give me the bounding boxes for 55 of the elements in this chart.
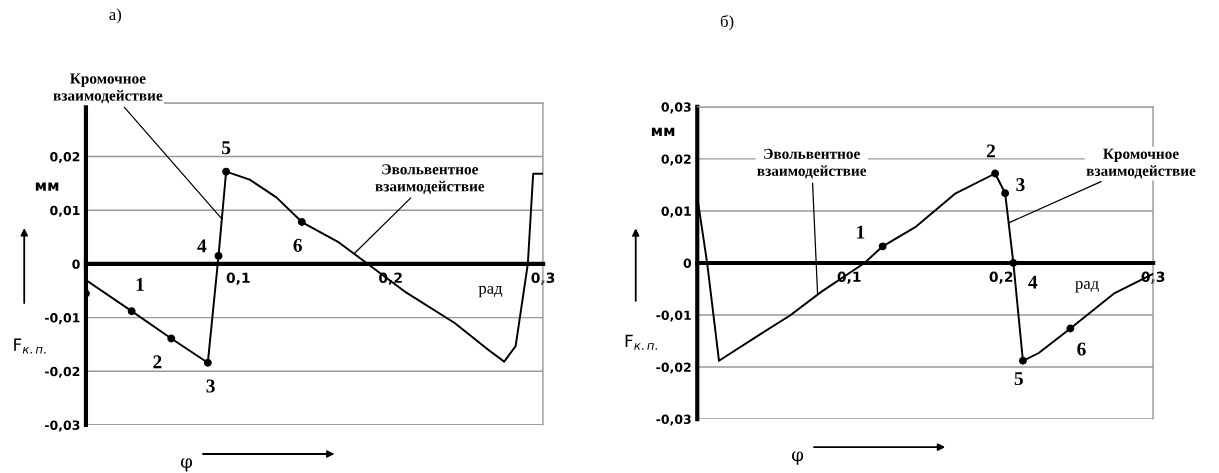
y-tick-label: -0,02: [45, 366, 80, 378]
annotation: 6: [1077, 342, 1086, 356]
annotation: 5: [1014, 372, 1023, 386]
y-tick-label: 0,03: [661, 102, 691, 114]
annotation: 6: [293, 238, 302, 252]
point: [1001, 189, 1010, 198]
point: [203, 358, 212, 367]
point: [1009, 259, 1018, 267]
x-tick-label: 0,1: [226, 272, 250, 285]
annotation: 3: [206, 379, 215, 393]
text: мм: [651, 127, 675, 137]
point: [127, 307, 136, 316]
annotation: Эвольвентное взаимодействие: [375, 164, 485, 194]
annotation: Эвольвентное взаимодействие: [757, 148, 867, 179]
annotation: 2: [153, 355, 162, 369]
point: [878, 242, 887, 251]
point: [297, 218, 306, 227]
y-tick-label: 0,02: [661, 154, 691, 166]
x-tick-label: 0,3: [531, 272, 555, 285]
y-tick-label: -0,03: [656, 414, 691, 426]
y-tick-label: 0: [72, 259, 80, 269]
y-axis-title: F$_{к.п.}$: [625, 334, 657, 350]
y-axis-title: F$_{к.п.}$: [14, 338, 46, 354]
y-tick-label: -0,03: [45, 420, 80, 432]
annotation: рад: [1075, 280, 1099, 293]
y-tick-label: 0: [683, 258, 692, 268]
y-tick-label: -0,02: [656, 362, 691, 374]
x-tick-label: 0,2: [989, 271, 1013, 284]
annotation: 2: [986, 144, 995, 158]
annotation: Кромочное взаимодействие: [53, 73, 163, 104]
annotation: рад: [478, 285, 503, 298]
chart-title: а): [109, 8, 122, 24]
annotation: 1: [136, 278, 144, 291]
annotation: 1: [857, 225, 865, 239]
point: [214, 251, 223, 260]
annotation: Кромочное взаимодействие: [1086, 148, 1196, 179]
y-tick-label: 0,01: [661, 206, 691, 218]
x-axis-title: φ: [180, 458, 193, 472]
annotation: 4: [197, 239, 207, 253]
x-tick-label: 0,3: [1141, 271, 1165, 284]
annotation: 4: [1028, 275, 1038, 289]
point: [991, 169, 1000, 178]
annotation: 5: [222, 141, 231, 155]
text: мм: [35, 182, 59, 191]
point: [167, 334, 176, 343]
y-tick-label: 0,02: [50, 152, 80, 164]
y-tick-label: -0,01: [45, 313, 80, 325]
annotation: 3: [1016, 178, 1025, 192]
point: [1018, 356, 1027, 365]
y-tick-label: 0,01: [50, 205, 80, 217]
y-tick-label: -0,01: [656, 310, 691, 322]
chart-title: б): [720, 14, 734, 31]
x-axis-title: φ: [792, 451, 804, 465]
point: [1066, 324, 1075, 333]
point: [222, 167, 231, 176]
